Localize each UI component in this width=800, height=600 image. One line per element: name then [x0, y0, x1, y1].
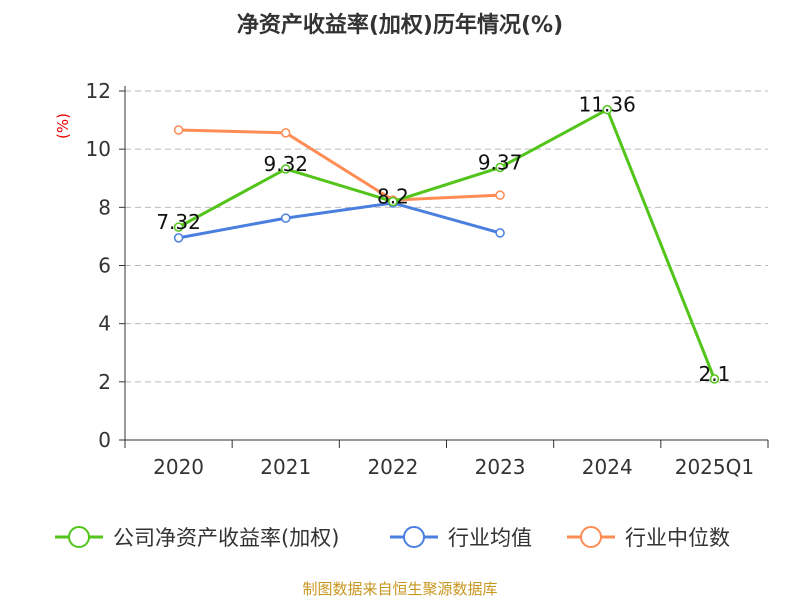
data-point: [602, 104, 612, 115]
legend-label: 行业中位数: [625, 526, 730, 550]
data-label: 8.2: [377, 185, 409, 209]
y-tick-label: 2: [98, 370, 111, 394]
y-tick-label: 8: [98, 195, 111, 219]
series-line-1: [178, 201, 501, 240]
x-tick-label: 2024: [582, 455, 633, 479]
y-tick-label: 0: [98, 428, 111, 452]
data-label: 11.36: [579, 93, 636, 117]
y-axis-label: (%): [54, 113, 72, 139]
data-point: [495, 228, 505, 238]
data-point: [173, 233, 184, 243]
data-point: [281, 213, 291, 223]
x-tick-label: 2022: [367, 455, 418, 479]
series-line-0: [177, 107, 716, 380]
data-label: 7.32: [156, 210, 201, 234]
chart-title: 净资产收益率(加权)历年情况(%): [237, 12, 563, 38]
series-line-2: [178, 128, 501, 202]
data-point: [388, 196, 398, 207]
x-tick-label: 2020: [153, 455, 204, 479]
data-label: 9.37: [478, 150, 523, 174]
data-point: [173, 222, 184, 232]
legend-label: 公司净资产收益率(加权): [113, 526, 339, 550]
data-point: [709, 374, 720, 384]
y-tick-label: 12: [86, 79, 111, 103]
x-tick-label: 2021: [260, 455, 311, 479]
legend-marker: [68, 526, 90, 548]
x-tick-label: 2023: [475, 455, 526, 479]
data-point: [281, 164, 291, 174]
footer-source: 制图数据来自恒生聚源数据库: [302, 580, 497, 598]
data-label: 9.32: [263, 152, 308, 176]
data-point: [495, 162, 505, 173]
data-point: [495, 190, 505, 200]
y-tick-label: 10: [86, 137, 111, 161]
data-label: 2.1: [699, 362, 731, 386]
legend-marker: [403, 526, 425, 548]
y-tick-label: 6: [98, 254, 111, 278]
legend-label: 行业均值: [448, 526, 532, 550]
data-point: [173, 125, 184, 135]
y-tick-label: 4: [98, 312, 111, 336]
data-point: [281, 128, 291, 138]
legend-marker: [580, 526, 602, 548]
x-tick-label: 2025Q1: [675, 455, 754, 479]
